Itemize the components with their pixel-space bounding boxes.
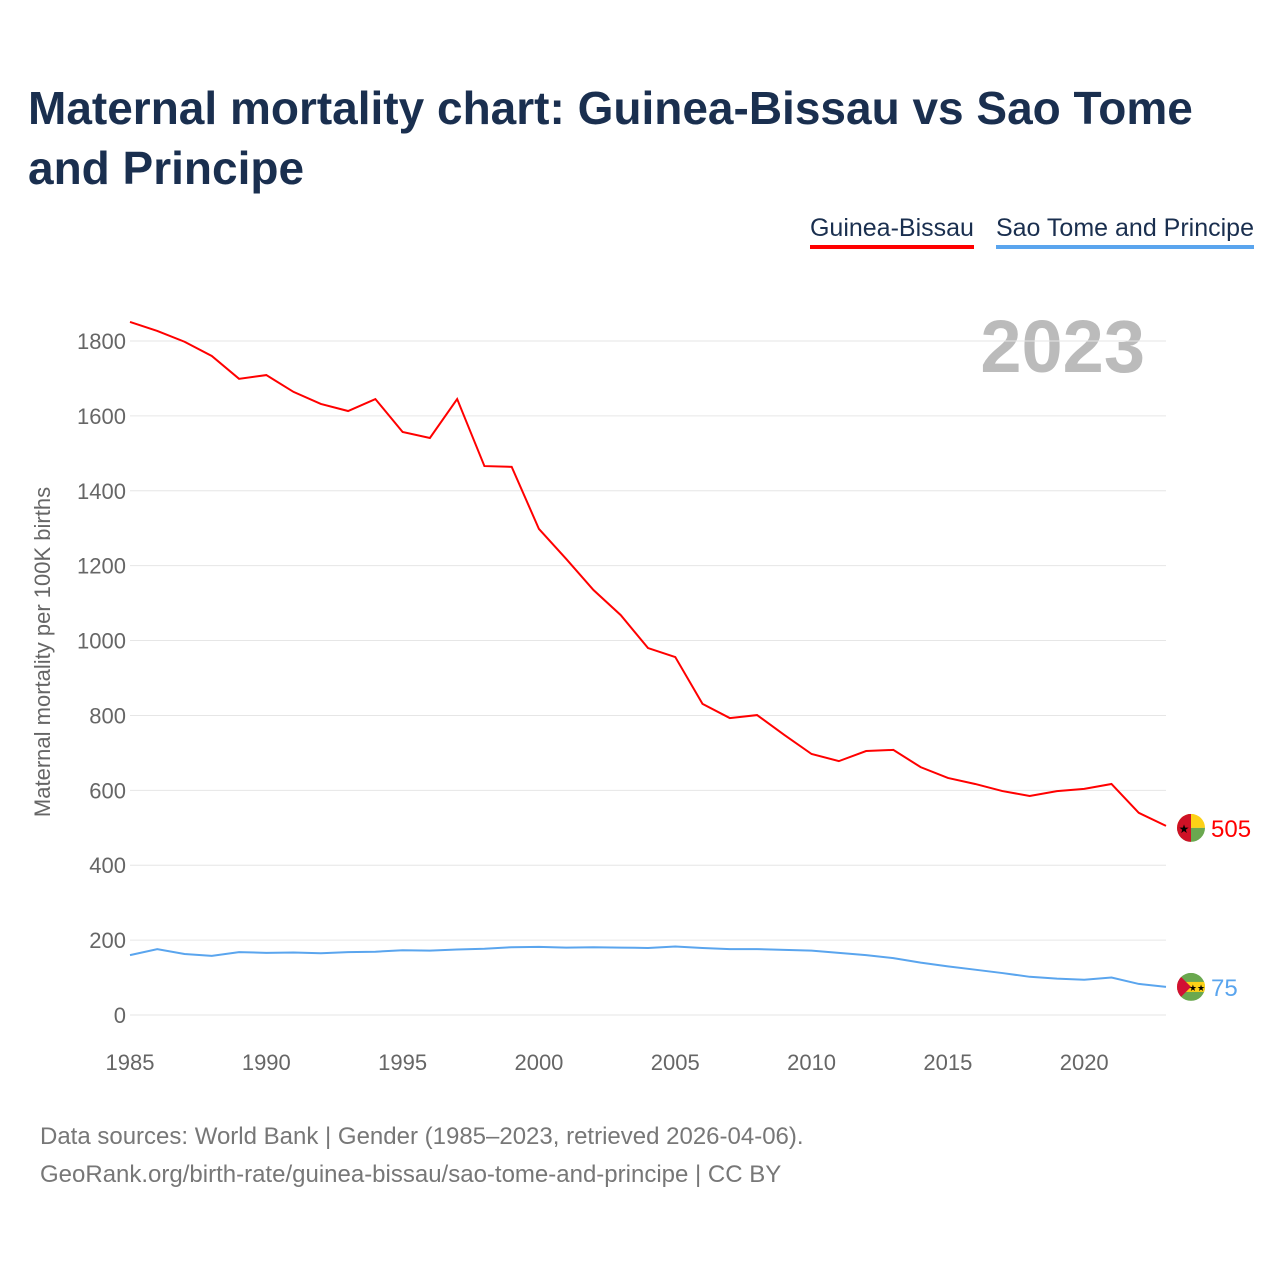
sao-tome-flag-icon: ★★ — [1177, 972, 1205, 1001]
svg-text:★: ★ — [1179, 822, 1190, 836]
x-tick-label: 1990 — [242, 1050, 291, 1075]
series-line-1 — [129, 945, 1167, 988]
y-tick-label: 1200 — [77, 554, 126, 579]
x-tick-label: 1985 — [106, 1050, 155, 1075]
y-tick-label: 600 — [89, 778, 126, 803]
x-tick-label: 2015 — [923, 1050, 972, 1075]
y-tick-label: 400 — [89, 853, 126, 878]
end-value-label: 75 — [1211, 975, 1238, 1002]
y-tick-label: 1400 — [77, 479, 126, 504]
guinea-bissau-flag-icon: ★ — [1177, 813, 1205, 842]
y-tick-label: 800 — [89, 703, 126, 728]
legend: Guinea-Bissau Sao Tome and Principe — [809, 214, 1254, 249]
y-tick-label: 200 — [89, 928, 126, 953]
y-tick-label: 1800 — [77, 329, 126, 354]
year-label: 2023 — [980, 305, 1145, 388]
legend-guinea-bissau[interactable]: Guinea-Bissau — [809, 214, 974, 249]
svg-text:★★: ★★ — [1189, 983, 1205, 993]
end-value-label: 505 — [1211, 816, 1251, 843]
y-axis-label: Maternal mortality per 100K births — [30, 487, 55, 817]
y-tick-label: 1600 — [77, 404, 126, 429]
x-tick-label: 2000 — [514, 1050, 563, 1075]
x-tick-label: 2005 — [651, 1050, 700, 1075]
legend-sao-tome[interactable]: Sao Tome and Principe — [995, 214, 1254, 249]
source-text: Data sources: World Bank | Gender (1985–… — [40, 1123, 804, 1150]
y-tick-label: 0 — [114, 1003, 126, 1028]
source-link[interactable]: GeoRank.org/birth-rate/guinea-bissau/sao… — [40, 1161, 782, 1188]
series-line-0 — [129, 320, 1167, 827]
page-title: Maternal mortality chart: Guinea-Bissau … — [28, 82, 1193, 194]
x-tick-label: 2020 — [1060, 1050, 1109, 1075]
footer: Data sources: World Bank | Gender (1985–… — [40, 1118, 804, 1194]
y-tick-label: 1000 — [77, 629, 126, 654]
x-tick-label: 1995 — [378, 1050, 427, 1075]
x-tick-label: 2010 — [787, 1050, 836, 1075]
